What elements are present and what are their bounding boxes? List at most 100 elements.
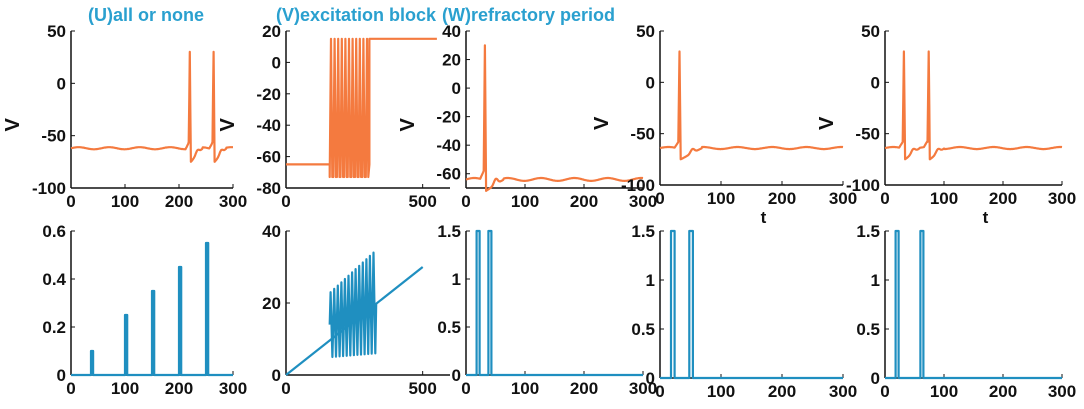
panel-v-bottom-ytick-label: 0 xyxy=(272,366,281,385)
panel-w-top-ytick-label: -20 xyxy=(436,108,461,127)
panel-v-top-ytick-label: 0 xyxy=(272,53,281,72)
panel-u-bottom-xtick-label: 300 xyxy=(219,379,247,398)
panel-5-top-ylabel: V xyxy=(816,116,838,130)
panel-5-top-ytick-label: -50 xyxy=(855,125,880,144)
panel-u-bottom-ytick-label: 0.2 xyxy=(42,318,66,337)
panel-w-bottom-xtick-label: 0 xyxy=(461,379,470,398)
panel-5-top-series-v xyxy=(884,50,1063,161)
panel-5-bottom-ytick-label: 1.5 xyxy=(856,222,880,241)
panel-w-top-xtick-label: 100 xyxy=(511,192,539,211)
panel-w-top-ytick-label: 20 xyxy=(442,51,461,70)
panel-4-top-xtick-label: 300 xyxy=(829,189,857,208)
panel-u-bottom-ytick-label: 0 xyxy=(57,366,66,385)
panel-u-top-xtick-label: 0 xyxy=(66,192,75,211)
panel-v-bottom-series-i-osc xyxy=(328,251,378,359)
panel-w-bottom-ytick-label: 0.5 xyxy=(437,318,461,337)
panel-4-bottom-xtick-label: 300 xyxy=(829,382,857,401)
panel-4-bottom-ytick-label: 0 xyxy=(646,369,655,388)
panel-w-bottom-xtick-label: 300 xyxy=(629,379,657,398)
panel-w-top-ytick-label: 40 xyxy=(442,22,461,41)
panel-u-bottom-xtick-label: 100 xyxy=(111,379,139,398)
panel-v-top-xtick-label: 500 xyxy=(408,192,436,211)
panel-w-top-xtick-label: 300 xyxy=(629,192,657,211)
panel-5-top-xtick-label: 300 xyxy=(1048,189,1076,208)
panel-w-top-xtick-label: 200 xyxy=(570,192,598,211)
panel-4-top-xtick-label: 0 xyxy=(655,189,664,208)
panel-u-top-ytick-label: -100 xyxy=(32,179,66,198)
panel-4-bottom-ytick-label: 1.5 xyxy=(631,222,655,241)
panel-5-bottom-xtick-label: 300 xyxy=(1048,382,1076,401)
panel-w-bottom-xtick-label: 100 xyxy=(511,379,539,398)
panel-u-top-ytick-label: 0 xyxy=(57,74,66,93)
panel-w-bottom-series-i xyxy=(466,229,643,377)
panel-5-bottom-xtick-label: 200 xyxy=(989,382,1017,401)
panel-w-top-ytick-label: 0 xyxy=(452,79,461,98)
panel-v-top-ytick-label: -20 xyxy=(256,85,281,104)
panel-v-top-ytick-label: -80 xyxy=(256,179,281,198)
panel-4-bottom-xtick-label: 200 xyxy=(768,382,796,401)
panel-w-bottom-ytick-label: 0 xyxy=(452,366,461,385)
panel-u-bottom-ytick-label: 0.6 xyxy=(42,222,66,241)
panel-5-bottom-ytick-label: 0.5 xyxy=(856,320,880,339)
panel-u-bottom-xtick-label: 0 xyxy=(66,379,75,398)
panel-5-bottom-xtick-label: 100 xyxy=(930,382,958,401)
panel-4-top-xtick-label: 100 xyxy=(707,189,735,208)
panel-u-top-xtick-label: 100 xyxy=(111,192,139,211)
panel-4-bottom-series-i xyxy=(660,229,843,380)
panel-v-top-ytick-label: -60 xyxy=(256,148,281,167)
panel-w-bottom-ytick-label: 1.5 xyxy=(437,222,461,241)
panel-4-bottom-xtick-label: 0 xyxy=(655,382,664,401)
panel-4-top-ytick-label: 0 xyxy=(646,73,655,92)
panel-u-top-xtick-label: 300 xyxy=(219,192,247,211)
panel-u-top-series-v xyxy=(70,50,234,163)
panel-4-bottom-xtick-label: 100 xyxy=(707,382,735,401)
panel-w-top-series-v xyxy=(465,44,644,192)
panel-v-bottom-xtick-label: 500 xyxy=(408,379,436,398)
panel-w-bottom-ytick-label: 1 xyxy=(452,270,461,289)
panel-4-top-ytick-label: -50 xyxy=(630,125,655,144)
panel-4-bottom-xlabel: t xyxy=(761,208,767,227)
panel-w-top-ytick-label: -60 xyxy=(436,165,461,184)
panel-w-bottom-xtick-label: 200 xyxy=(570,379,598,398)
panel-v-top-ytick-label: -40 xyxy=(256,116,281,135)
title-u: (U)all or none xyxy=(88,5,204,25)
panel-v-top-ytick-label: 20 xyxy=(262,22,281,41)
panel-u-bottom-ytick-label: 0.4 xyxy=(42,270,66,289)
panel-v-bottom-ytick-label: 20 xyxy=(262,294,281,313)
panel-4-top-ytick-label: 50 xyxy=(636,22,655,41)
panel-4-top-ylabel: V xyxy=(591,116,613,130)
panel-u-top-ytick-label: -50 xyxy=(41,127,66,146)
panel-u-top-ytick-label: 50 xyxy=(47,22,66,41)
panel-u-bottom-xtick-label: 200 xyxy=(165,379,193,398)
panel-v-top-xtick-label: 0 xyxy=(281,192,290,211)
panel-v-bottom-ytick-label: 40 xyxy=(262,222,281,241)
panel-5-top-xtick-label: 200 xyxy=(989,189,1017,208)
panel-w-top-xtick-label: 0 xyxy=(461,192,470,211)
panel-4-top-ytick-label: -100 xyxy=(621,176,655,195)
panel-u-bottom-series-i xyxy=(71,241,233,377)
panel-u-top-xtick-label: 200 xyxy=(165,192,193,211)
panel-5-bottom-xlabel: t xyxy=(983,208,989,227)
panel-w-top-ytick-label: -40 xyxy=(436,136,461,155)
panel-5-top-ytick-label: 50 xyxy=(861,22,880,41)
panel-v-bottom-xtick-label: 0 xyxy=(281,379,290,398)
panel-4-bottom-ytick-label: 0.5 xyxy=(631,320,655,339)
panel-5-bottom-ytick-label: 1 xyxy=(871,271,880,290)
title-w: (W)refractory period xyxy=(442,5,616,25)
panel-4-top-series-v xyxy=(659,50,844,161)
panel-5-bottom-ytick-label: 0 xyxy=(871,369,880,388)
panel-5-top-xtick-label: 0 xyxy=(880,189,889,208)
title-v: (V)excitation block xyxy=(276,5,437,25)
panel-4-top-xtick-label: 200 xyxy=(768,189,796,208)
panel-v-top-series-v xyxy=(286,37,437,179)
panel-u-top-ylabel: V xyxy=(2,118,24,132)
panel-5-bottom-xtick-label: 0 xyxy=(880,382,889,401)
panel-5-top-ytick-label: 0 xyxy=(871,73,880,92)
panel-4-bottom-ytick-label: 1 xyxy=(646,271,655,290)
panel-w-top-ylabel: V xyxy=(397,118,419,132)
panel-v-top-ylabel: V xyxy=(217,118,239,132)
panel-5-top-xtick-label: 100 xyxy=(930,189,958,208)
panel-5-top-ytick-label: -100 xyxy=(846,176,880,195)
